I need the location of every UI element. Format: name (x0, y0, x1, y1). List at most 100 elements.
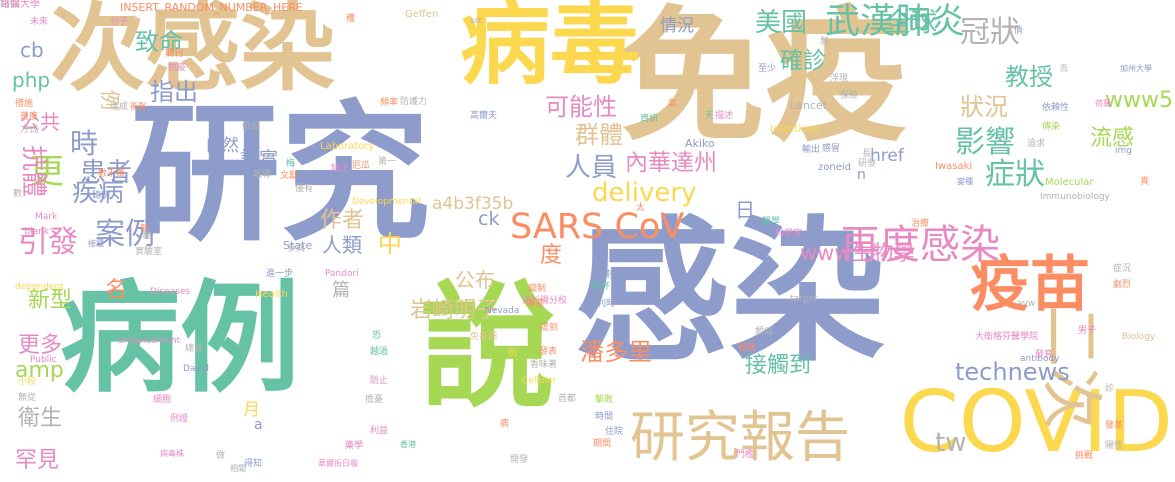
cloud-word: 太 (636, 203, 646, 213)
cloud-word: INSERT_RANDOM_NUMBER_HERE (120, 1, 303, 14)
cloud-word: 引發 (18, 225, 78, 260)
cloud-word: 門檻 (736, 450, 755, 460)
cloud-word: 案例 (95, 217, 155, 252)
cloud-word: zoneid (818, 162, 851, 173)
cloud-word: 程度 (738, 343, 757, 353)
cloud-word: Public (30, 355, 57, 365)
cloud-word: Iwasaki (935, 161, 973, 172)
cloud-word: 證實 (240, 148, 279, 170)
cloud-word: 小段 (18, 377, 37, 387)
cloud-word: 人員 (565, 153, 618, 183)
cloud-word: target (790, 294, 818, 304)
cloud-word: Lancet (790, 99, 827, 112)
cloud-word: 進一步 (266, 269, 294, 279)
cloud-word: 美國 (755, 8, 808, 38)
cloud-word: 陽性 (1105, 441, 1124, 451)
cloud-word: 聰明 (92, 191, 111, 201)
cloud-word: Cellular (522, 376, 557, 386)
cloud-word: 數千萬 (98, 169, 126, 179)
cloud-word: 哥倫大學 (0, 0, 40, 10)
cloud-word: 專家 (526, 299, 545, 309)
cloud-word: 症狀 (985, 157, 1045, 192)
cloud-word: 流感 (1090, 126, 1135, 151)
cloud-word: Biology (1122, 332, 1156, 342)
cloud-word: 接觸到 (745, 353, 812, 378)
cloud-word: 確診 (780, 48, 826, 74)
cloud-word: 總會 (185, 344, 204, 354)
cloud-word: a4b3f35b (432, 194, 514, 214)
cloud-word: 再度感染 (840, 222, 1000, 268)
cloud-word: 輸出 (802, 145, 821, 155)
cloud-word: 華爾街日報 (318, 459, 358, 468)
cloud-word: 至少 (758, 64, 777, 74)
cloud-word: 利益 (370, 426, 389, 436)
cloud-word: 依賴性 (1042, 103, 1070, 113)
cloud-word: Immunobiology (1040, 192, 1110, 202)
cloud-word: 疫苗 (970, 250, 1090, 320)
cloud-word: 科學家 (775, 229, 803, 239)
cloud-word: 得知 (244, 459, 263, 469)
cloud-word: 驗 (142, 231, 152, 241)
cloud-word: 月 (243, 400, 260, 420)
cloud-word: 度 (540, 243, 563, 268)
cloud-word: 擊敗 (595, 395, 614, 405)
cloud-word: 感冒 (822, 144, 841, 154)
cloud-word: 病例 (60, 270, 300, 409)
cloud-word: avw (1017, 299, 1036, 309)
cloud-word: David (183, 364, 209, 374)
cloud-word: 第一 (378, 157, 397, 167)
cloud-word: 免疫細 (470, 332, 498, 342)
cloud-word: 做 (216, 451, 226, 461)
cloud-word: 首度 (20, 112, 39, 122)
cloud-word: 無 (820, 37, 830, 47)
cloud-word: 細胞 (153, 395, 172, 405)
cloud-word: 厄瓜 (352, 161, 371, 171)
cloud-word: 冠狀 (960, 15, 1020, 50)
cloud-word: 篇 (332, 280, 350, 301)
cloud-word: Geffen (405, 9, 439, 20)
cloud-word: 而 (1060, 64, 1068, 73)
cloud-word: 真 (1140, 177, 1150, 187)
cloud-word: 傳染 (1042, 122, 1061, 132)
cloud-word: n (857, 167, 866, 183)
cloud-word: 罕見 (15, 448, 60, 473)
cloud-word: 長 (862, 149, 872, 159)
cloud-word: 梅 (286, 159, 296, 169)
cloud-word: 倘 (1014, 26, 1024, 36)
cloud-word: Mark (35, 212, 58, 222)
cloud-word: Diseases (150, 287, 191, 297)
cloud-word: 加州大學 (1120, 64, 1152, 73)
cloud-word: 期刊 (165, 49, 184, 59)
cloud-word: 數 (13, 189, 23, 199)
cloud-word: 實驗室 (135, 247, 163, 257)
cloud-word: 恐 (372, 331, 382, 341)
cloud-word: 方式 (20, 125, 39, 135)
cloud-word: 病 (500, 419, 510, 429)
cloud-word: 新型 (28, 288, 73, 313)
cloud-word: 說 (420, 269, 555, 426)
cloud-word: 無從 (18, 393, 37, 403)
cloud-word: 發表 (539, 347, 558, 357)
cloud-word: 劇烈 (1113, 280, 1132, 290)
cloud-word: enhancement (118, 336, 181, 346)
cloud-word: 指出 (150, 78, 198, 106)
cloud-word: 例 (508, 349, 518, 359)
cloud-word: _blank' (20, 227, 52, 237)
cloud-word: 防止 (370, 376, 389, 386)
cloud-word: 比利時 (588, 299, 616, 309)
cloud-word: Molecular (1045, 177, 1094, 188)
cloud-word: 全球 (885, 8, 938, 38)
cloud-word: antibody (1020, 354, 1060, 364)
cloud-word: 措施 (15, 99, 34, 109)
cloud-word: 時間 (595, 412, 614, 422)
cloud-word: dependent (15, 282, 64, 292)
cloud-word: 免疫 (620, 0, 910, 162)
cloud-word: 可能性 (545, 93, 617, 121)
cloud-word: 達成 (110, 102, 129, 112)
cloud-word: 病毒 (460, 0, 640, 97)
cloud-word: 群體 (575, 121, 623, 149)
cloud-word: COVID (899, 373, 1173, 472)
cloud-word: 時 (70, 127, 99, 160)
cloud-word: src (470, 16, 484, 26)
